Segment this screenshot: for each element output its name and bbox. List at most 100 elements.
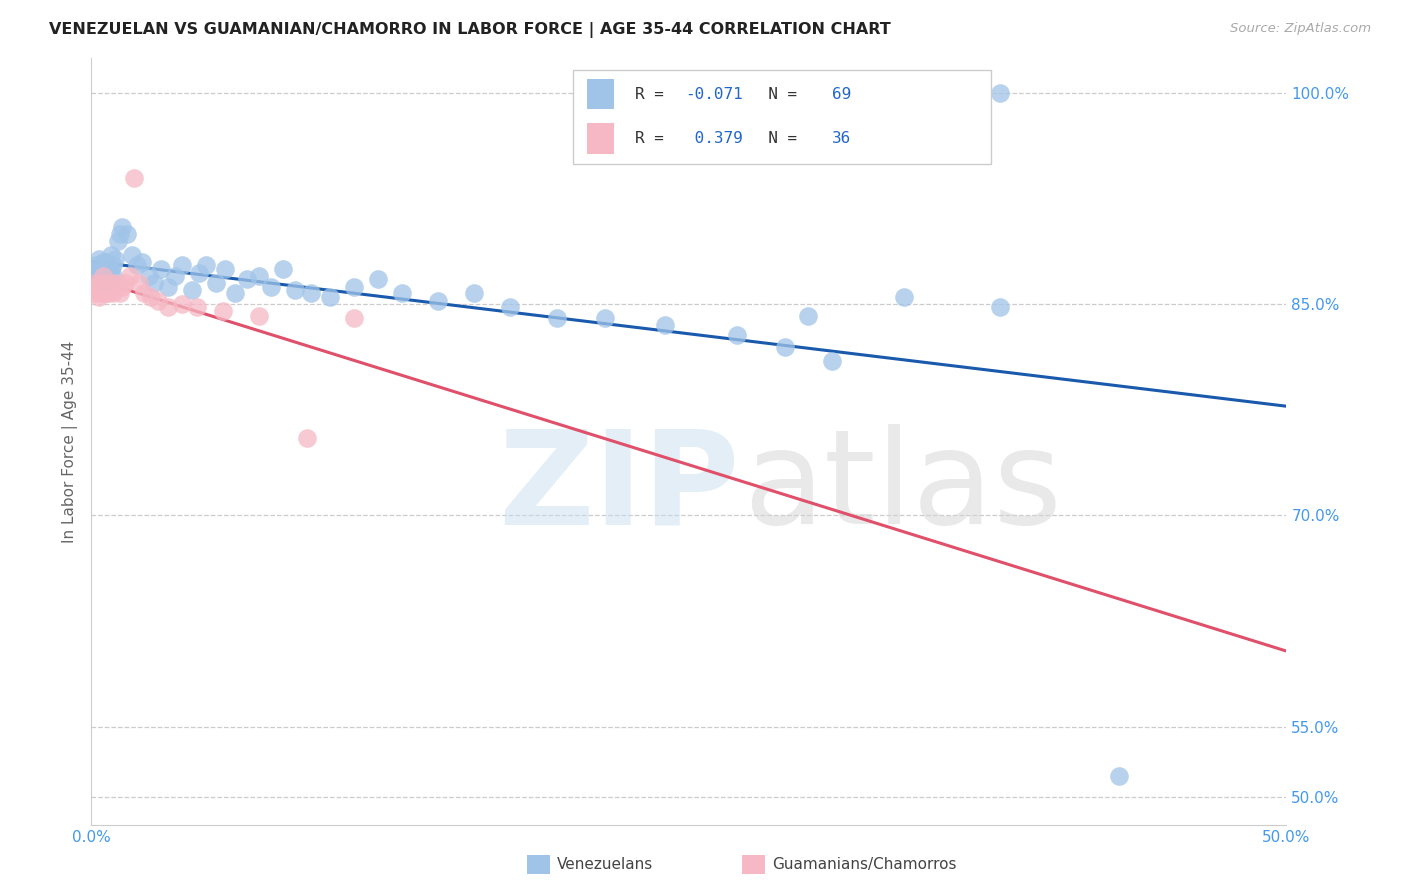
Point bbox=[235, 272, 259, 286]
Point bbox=[988, 300, 1011, 314]
Point bbox=[118, 269, 141, 284]
Point bbox=[367, 272, 389, 286]
Point bbox=[259, 280, 281, 294]
Point bbox=[87, 252, 110, 267]
Point bbox=[195, 258, 218, 272]
Text: VENEZUELAN VS GUAMANIAN/CHAMORRO IN LABOR FORCE | AGE 35-44 CORRELATION CHART: VENEZUELAN VS GUAMANIAN/CHAMORRO IN LABO… bbox=[49, 22, 891, 38]
Point bbox=[94, 272, 117, 286]
Text: -0.071: -0.071 bbox=[685, 87, 744, 102]
Point bbox=[547, 311, 569, 326]
Point bbox=[94, 269, 117, 284]
Point bbox=[100, 262, 122, 277]
Text: Guamanians/Chamorros: Guamanians/Chamorros bbox=[772, 857, 956, 871]
Text: N =: N = bbox=[748, 87, 807, 102]
Point bbox=[142, 276, 165, 290]
Point bbox=[101, 286, 124, 301]
Point bbox=[187, 266, 211, 280]
Point bbox=[498, 300, 520, 314]
Point bbox=[593, 311, 616, 326]
Point bbox=[94, 286, 117, 301]
Point bbox=[319, 290, 342, 304]
Point bbox=[180, 283, 202, 297]
Point bbox=[100, 248, 122, 262]
Point bbox=[97, 258, 120, 272]
Point bbox=[104, 252, 127, 267]
Point bbox=[83, 262, 105, 277]
Point bbox=[104, 276, 127, 290]
Point bbox=[247, 309, 270, 323]
Point bbox=[94, 280, 117, 294]
Point bbox=[284, 283, 307, 297]
Point bbox=[125, 258, 148, 272]
Point bbox=[104, 280, 127, 294]
Point bbox=[93, 286, 114, 301]
Point bbox=[87, 290, 110, 304]
Point bbox=[224, 286, 246, 301]
Point bbox=[84, 276, 107, 290]
Point bbox=[124, 170, 146, 185]
Point bbox=[138, 269, 160, 284]
Point bbox=[111, 219, 134, 234]
Text: 0.379: 0.379 bbox=[685, 131, 744, 146]
Point bbox=[463, 286, 485, 301]
Point bbox=[163, 269, 186, 284]
Point bbox=[97, 272, 120, 286]
Point bbox=[83, 286, 105, 301]
Point bbox=[83, 266, 105, 280]
Y-axis label: In Labor Force | Age 35-44: In Labor Force | Age 35-44 bbox=[62, 341, 77, 542]
Point bbox=[90, 276, 112, 290]
Point bbox=[121, 248, 143, 262]
Point bbox=[426, 294, 449, 309]
Point bbox=[391, 286, 413, 301]
Point bbox=[343, 280, 366, 294]
Point bbox=[87, 280, 110, 294]
Text: R =: R = bbox=[636, 87, 673, 102]
Point bbox=[343, 311, 366, 326]
Point bbox=[107, 280, 129, 294]
Point bbox=[156, 280, 179, 294]
Point bbox=[247, 269, 270, 284]
Point bbox=[101, 269, 124, 284]
Text: Source: ZipAtlas.com: Source: ZipAtlas.com bbox=[1230, 22, 1371, 36]
Point bbox=[211, 304, 233, 318]
Point bbox=[84, 269, 107, 284]
Point bbox=[107, 234, 129, 248]
Bar bbox=[588, 78, 613, 110]
Point bbox=[654, 318, 676, 333]
Point bbox=[93, 280, 114, 294]
Point bbox=[988, 86, 1011, 100]
Point bbox=[141, 290, 162, 304]
Point bbox=[148, 294, 170, 309]
Point bbox=[186, 300, 208, 314]
Point bbox=[131, 255, 153, 269]
Text: 36: 36 bbox=[832, 131, 852, 146]
Point bbox=[214, 262, 236, 277]
Point bbox=[84, 283, 107, 297]
Bar bbox=[574, 70, 991, 164]
Point bbox=[271, 262, 294, 277]
Point bbox=[94, 262, 117, 277]
Point bbox=[128, 276, 150, 290]
Point bbox=[84, 258, 107, 272]
Point bbox=[295, 431, 318, 445]
Point bbox=[132, 286, 155, 301]
Point bbox=[97, 286, 120, 301]
Point bbox=[90, 286, 112, 301]
Text: ZIP: ZIP bbox=[498, 424, 740, 551]
Point bbox=[94, 255, 117, 269]
Point bbox=[299, 286, 322, 301]
Point bbox=[90, 269, 112, 284]
Point bbox=[156, 300, 179, 314]
Point bbox=[797, 309, 820, 323]
Point bbox=[773, 339, 796, 353]
Text: N =: N = bbox=[748, 131, 807, 146]
Point bbox=[93, 276, 114, 290]
Point bbox=[93, 258, 114, 272]
Point bbox=[115, 227, 138, 241]
Point bbox=[93, 255, 114, 269]
Text: Venezuelans: Venezuelans bbox=[557, 857, 652, 871]
Text: R =: R = bbox=[636, 131, 673, 146]
Point bbox=[172, 297, 194, 311]
Point bbox=[111, 280, 134, 294]
Point bbox=[1108, 769, 1130, 783]
